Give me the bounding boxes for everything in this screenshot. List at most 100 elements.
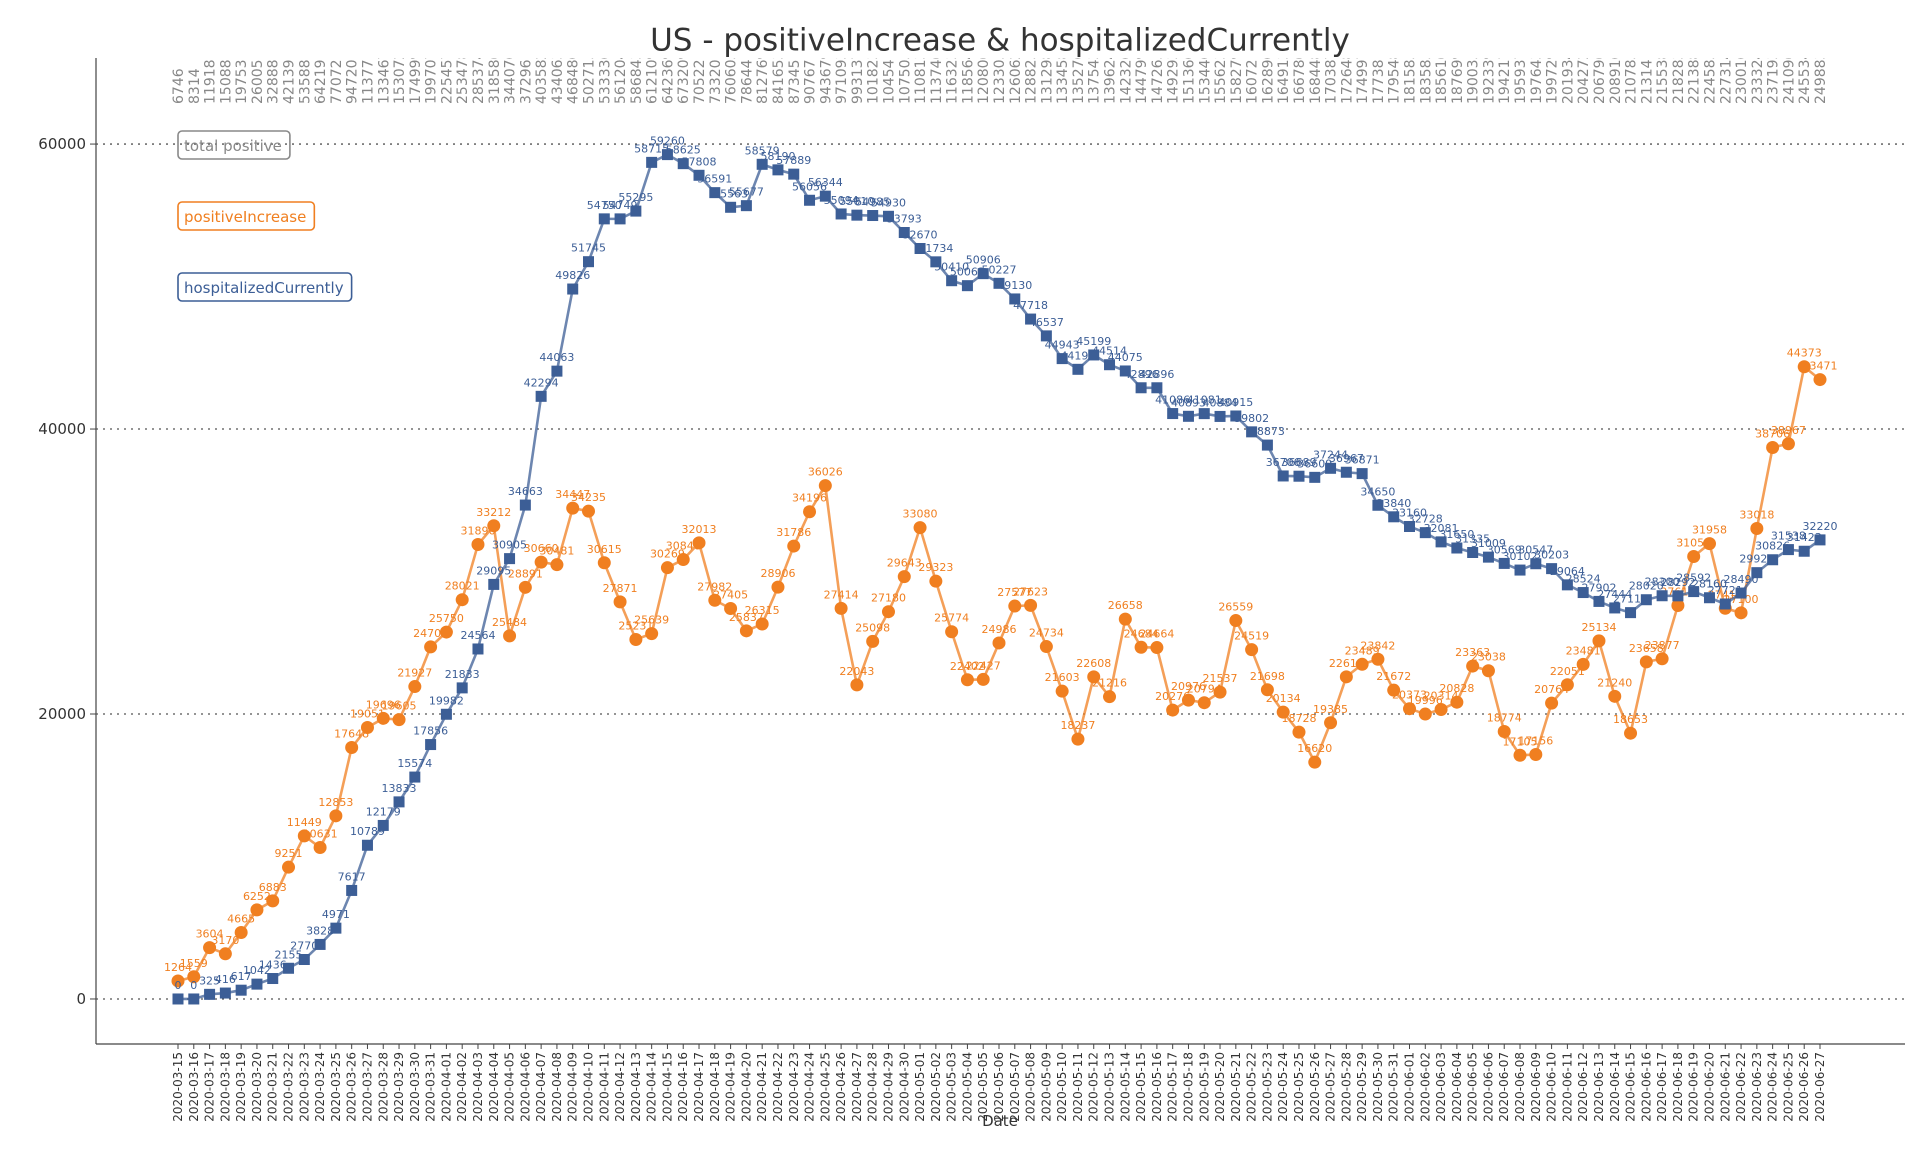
marker bbox=[425, 739, 437, 751]
legend-label: total positive bbox=[184, 137, 282, 155]
value-label: 20276 bbox=[1155, 690, 1190, 703]
x-tick-label: 2020-06-25 bbox=[1781, 1052, 1795, 1122]
marker bbox=[377, 819, 389, 831]
x-tick-label: 2020-04-10 bbox=[582, 1052, 596, 1122]
x-tick-label: 2020-04-03 bbox=[471, 1052, 485, 1122]
x-tick-label: 2020-04-26 bbox=[834, 1052, 848, 1122]
value-label: 46537 bbox=[1029, 316, 1064, 329]
x-tick-label: 2020-05-28 bbox=[1339, 1052, 1353, 1122]
value-label: 1436 bbox=[259, 959, 287, 972]
x-tick-label: 2020-03-30 bbox=[408, 1052, 422, 1122]
marker bbox=[646, 156, 658, 168]
total-label: 907671 bbox=[803, 51, 819, 104]
marker bbox=[946, 275, 958, 287]
marker bbox=[456, 682, 468, 694]
value-label: 40884 bbox=[1203, 396, 1238, 409]
total-label: 1137461 bbox=[929, 42, 945, 104]
marker bbox=[992, 636, 1006, 650]
x-tick-label: 2020-05-01 bbox=[913, 1052, 927, 1122]
total-label: 26005 bbox=[250, 59, 266, 104]
value-label: 21833 bbox=[445, 668, 480, 681]
x-tick-label: 2020-04-18 bbox=[708, 1052, 722, 1122]
value-label: 56056 bbox=[792, 180, 827, 193]
value-label: 32728 bbox=[1408, 513, 1443, 526]
marker bbox=[1814, 534, 1826, 546]
total-label: 153072 bbox=[392, 51, 408, 104]
x-tick-label: 2020-06-19 bbox=[1687, 1052, 1701, 1122]
marker bbox=[1797, 360, 1811, 374]
value-label: 20134 bbox=[1266, 692, 1301, 705]
marker bbox=[1782, 544, 1794, 556]
y-tick-label: 0 bbox=[76, 990, 86, 1008]
value-label: 1042 bbox=[243, 964, 271, 977]
value-label: 24708 bbox=[413, 627, 448, 640]
value-label: 24664 bbox=[1139, 628, 1174, 641]
marker bbox=[1229, 614, 1243, 628]
value-label: 36026 bbox=[808, 466, 843, 479]
value-label: 43471 bbox=[1803, 360, 1838, 373]
marker bbox=[898, 227, 910, 239]
total-label: 1703871 bbox=[1324, 42, 1340, 104]
x-tick-label: 2020-05-29 bbox=[1355, 1052, 1369, 1122]
value-label: 27100 bbox=[1724, 593, 1759, 606]
value-label: 19982 bbox=[429, 694, 464, 707]
marker bbox=[1008, 599, 1022, 613]
marker bbox=[866, 634, 880, 648]
value-label: 18728 bbox=[1281, 712, 1316, 725]
marker bbox=[614, 213, 626, 225]
value-label: 34447 bbox=[555, 488, 590, 501]
total-label: 11918 bbox=[203, 59, 219, 104]
marker bbox=[1546, 563, 1558, 575]
marker bbox=[314, 938, 326, 950]
marker bbox=[1182, 410, 1194, 422]
x-tick-label: 2020-06-09 bbox=[1529, 1052, 1543, 1122]
marker bbox=[1308, 755, 1322, 769]
marker bbox=[1134, 640, 1148, 654]
total-label: 760605 bbox=[724, 51, 740, 104]
marker bbox=[297, 829, 311, 843]
marker bbox=[1388, 511, 1400, 523]
total-label: 15088 bbox=[218, 59, 234, 104]
value-label: 27982 bbox=[697, 580, 732, 593]
value-label: 27180 bbox=[871, 592, 906, 605]
x-tick-label: 2020-04-23 bbox=[787, 1052, 801, 1122]
marker bbox=[1340, 466, 1352, 478]
x-tick-label: 2020-06-01 bbox=[1403, 1052, 1417, 1122]
value-label: 49130 bbox=[997, 279, 1032, 292]
x-tick-label: 2020-05-07 bbox=[1008, 1052, 1022, 1122]
total-label: 64219 bbox=[313, 59, 329, 104]
value-label: 19385 bbox=[1313, 703, 1348, 716]
marker bbox=[851, 209, 863, 221]
legend-box bbox=[177, 272, 353, 302]
value-label: 31786 bbox=[776, 526, 811, 539]
marker bbox=[1450, 695, 1464, 709]
value-label: 28490 bbox=[1724, 573, 1759, 586]
total-label: 2498832 bbox=[1813, 42, 1829, 104]
marker bbox=[897, 570, 911, 584]
value-label: 25098 bbox=[855, 621, 890, 634]
marker bbox=[1609, 602, 1621, 614]
value-label: 55295 bbox=[618, 191, 653, 204]
marker bbox=[550, 558, 564, 572]
value-label: 54985 bbox=[855, 196, 890, 209]
total-label: 1649138 bbox=[1276, 42, 1292, 104]
value-label: 23481 bbox=[1566, 644, 1601, 657]
x-tick-label: 2020-05-05 bbox=[976, 1052, 990, 1122]
marker bbox=[660, 561, 674, 575]
marker bbox=[914, 243, 926, 255]
x-tick-label: 2020-03-29 bbox=[392, 1052, 406, 1122]
value-label: 27721 bbox=[1708, 584, 1743, 597]
value-label: 3604 bbox=[196, 928, 224, 941]
total-label: 733201 bbox=[708, 51, 724, 104]
value-label: 54749 bbox=[603, 199, 638, 212]
value-label: 6252 bbox=[243, 890, 271, 903]
value-label: 31896 bbox=[460, 525, 495, 538]
marker bbox=[455, 593, 469, 607]
y-tick-label: 20000 bbox=[38, 705, 86, 723]
marker bbox=[330, 922, 342, 934]
marker bbox=[1687, 549, 1701, 563]
x-tick-label: 2020-04-15 bbox=[660, 1052, 674, 1122]
legend-box bbox=[177, 201, 316, 231]
value-label: 20314 bbox=[1424, 690, 1459, 703]
